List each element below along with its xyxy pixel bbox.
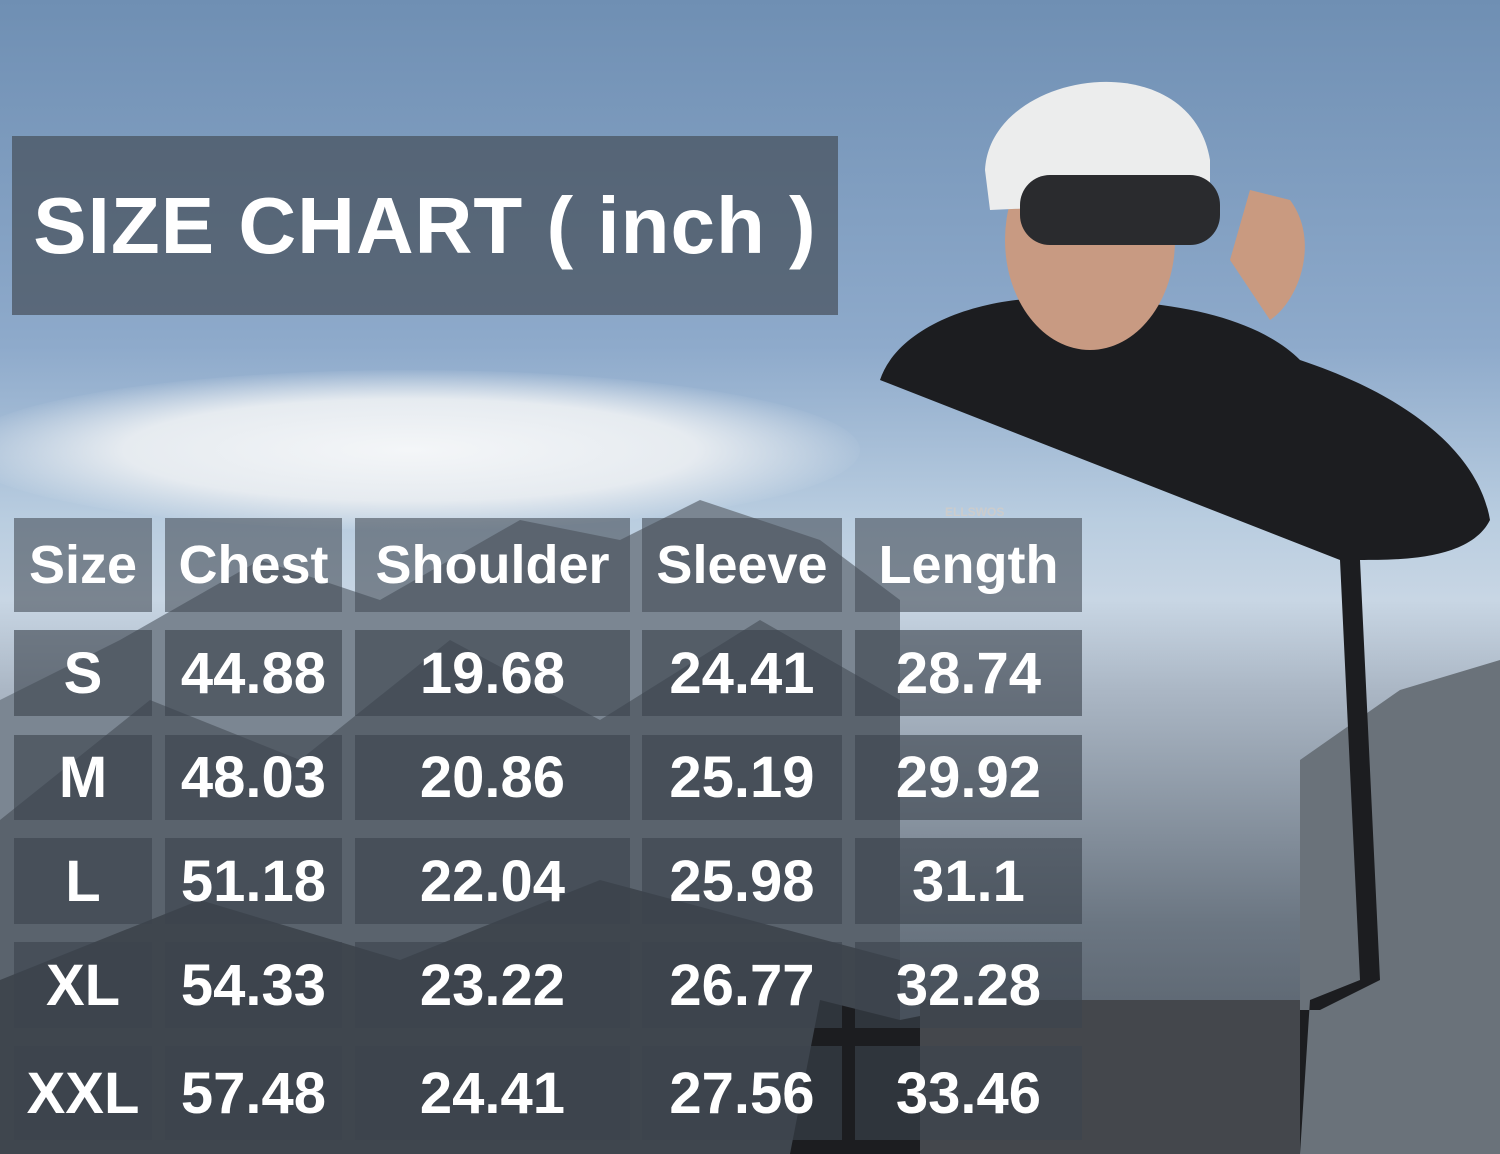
cloud [0, 370, 860, 530]
table-cell: 54.33 [165, 942, 342, 1028]
size-chart-title: SIZE CHART ( inch ) [12, 136, 838, 315]
table-header-cell: Size [14, 518, 152, 612]
table-cell: L [14, 838, 152, 924]
table-header-cell: Length [855, 518, 1082, 612]
table-cell: 32.28 [855, 942, 1082, 1028]
table-header-cell: Chest [165, 518, 342, 612]
table-cell: 20.86 [355, 735, 630, 820]
table-cell: XXL [14, 1046, 152, 1140]
table-cell: XL [14, 942, 152, 1028]
table-cell: 29.92 [855, 735, 1082, 820]
table-cell: 33.46 [855, 1046, 1082, 1140]
brand-logo: ELLSWOS [945, 505, 1005, 519]
table-cell: 31.1 [855, 838, 1082, 924]
table-cell: 27.56 [642, 1046, 842, 1140]
table-cell: 25.98 [642, 838, 842, 924]
table-cell: 48.03 [165, 735, 342, 820]
table-cell: 51.18 [165, 838, 342, 924]
table-cell: 25.19 [642, 735, 842, 820]
table-cell: 57.48 [165, 1046, 342, 1140]
table-cell: 19.68 [355, 630, 630, 716]
table-cell: M [14, 735, 152, 820]
table-cell: 23.22 [355, 942, 630, 1028]
table-cell: 24.41 [355, 1046, 630, 1140]
table-cell: 24.41 [642, 630, 842, 716]
table-cell: 22.04 [355, 838, 630, 924]
table-header-cell: Sleeve [642, 518, 842, 612]
table-cell: 28.74 [855, 630, 1082, 716]
table-cell: 26.77 [642, 942, 842, 1028]
table-cell: 44.88 [165, 630, 342, 716]
table-header-cell: Shoulder [355, 518, 630, 612]
table-cell: S [14, 630, 152, 716]
